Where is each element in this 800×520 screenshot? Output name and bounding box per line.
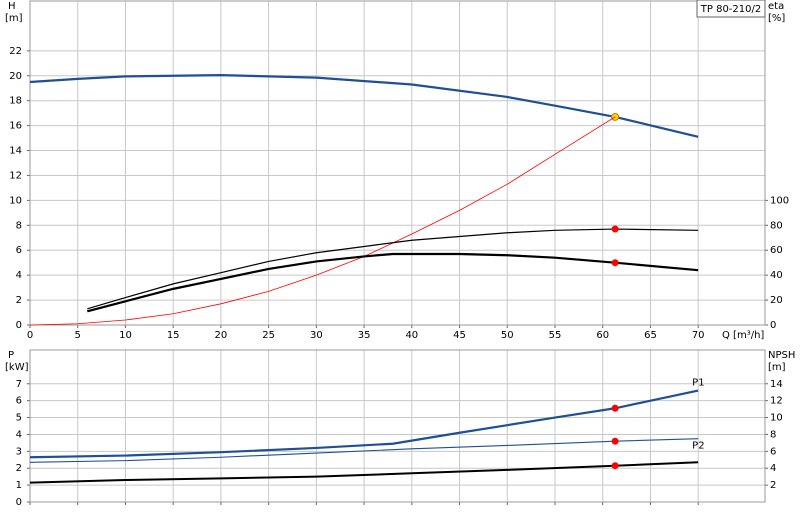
x-tick-label: 30	[310, 330, 323, 341]
x-tick-label: 70	[692, 330, 705, 341]
x-tick-label: 55	[549, 330, 562, 341]
y-tick-label: 4	[16, 429, 22, 440]
title-box	[696, 0, 766, 18]
y-tick-label: 6	[16, 396, 22, 407]
y2-tick-label: 10	[770, 413, 783, 424]
series-label: P1	[692, 378, 704, 389]
y2-tick-label: 12	[770, 396, 783, 407]
y-tick-label: 18	[9, 96, 22, 107]
x-tick-label: 10	[119, 330, 132, 341]
x-axis-label: Q [m³/h]	[722, 330, 764, 341]
y-tick-label: 20	[9, 71, 22, 82]
chart-title: TP 80-210/2	[700, 4, 761, 15]
y-tick-label: 2	[16, 295, 22, 306]
y-tick-label: 14	[9, 146, 22, 157]
y-axis-unit: [m]	[5, 13, 23, 24]
x-tick-label: 20	[215, 330, 228, 341]
x-tick-label: 5	[75, 330, 81, 341]
curve	[29, 116, 616, 326]
x-tick-label: 65	[644, 330, 657, 341]
y-tick-label: 6	[16, 245, 22, 256]
y2-tick-label: 2	[770, 480, 776, 491]
x-tick-label: 35	[358, 330, 371, 341]
y-tick-label: 10	[9, 195, 22, 206]
series-label: P2	[692, 441, 704, 452]
y-axis-unit: [kW]	[5, 362, 29, 373]
curve	[29, 461, 699, 484]
y-tick-label: 3	[16, 446, 22, 457]
y2-axis-unit: [%]	[768, 13, 785, 24]
x-tick-label: 60	[596, 330, 609, 341]
y2-tick-label: 40	[770, 270, 783, 281]
duty-point	[611, 259, 619, 267]
curve	[87, 228, 699, 310]
duty-point	[611, 225, 619, 233]
x-tick-label: 0	[27, 330, 33, 341]
y-tick-label: 4	[16, 270, 22, 281]
y-tick-label: 8	[16, 220, 22, 231]
y2-tick-label: 0	[770, 320, 776, 331]
curve	[29, 438, 699, 463]
duty-point	[611, 404, 619, 412]
x-tick-label: 15	[167, 330, 180, 341]
y-axis-label: P	[8, 350, 14, 361]
y2-tick-label: 14	[770, 379, 783, 390]
y-axis-label: H	[8, 1, 16, 12]
y-tick-label: 2	[16, 463, 22, 474]
y2-tick-label: 6	[770, 446, 776, 457]
y-tick-label: 22	[9, 46, 22, 57]
y-tick-label: 0	[16, 320, 22, 331]
y2-axis-unit: [m]	[768, 362, 786, 373]
x-tick-label: 50	[501, 330, 514, 341]
y-tick-label: 1	[16, 480, 22, 491]
y2-tick-label: 100	[770, 195, 789, 206]
x-tick-label: 25	[262, 330, 275, 341]
duty-point	[611, 462, 619, 470]
y-tick-label: 5	[16, 413, 22, 424]
plot-frame	[29, 349, 766, 503]
y2-axis-label: NPSH	[768, 350, 795, 361]
y-tick-label: 16	[9, 121, 22, 132]
curve	[86, 252, 699, 313]
y2-tick-label: 60	[770, 245, 783, 256]
y2-tick-label: 4	[770, 463, 776, 474]
plot-frame	[29, 0, 766, 326]
y2-tick-label: 20	[770, 295, 783, 306]
y2-tick-label: 80	[770, 220, 783, 231]
x-tick-label: 45	[453, 330, 466, 341]
y-tick-label: 12	[9, 170, 22, 181]
duty-point	[611, 437, 619, 445]
y-tick-label: 0	[16, 497, 22, 508]
curve	[29, 389, 699, 459]
y2-tick-label: 8	[770, 429, 776, 440]
curve	[29, 74, 699, 138]
x-tick-label: 40	[405, 330, 418, 341]
y2-axis-label: eta	[768, 1, 784, 12]
y-tick-label: 7	[16, 379, 22, 390]
